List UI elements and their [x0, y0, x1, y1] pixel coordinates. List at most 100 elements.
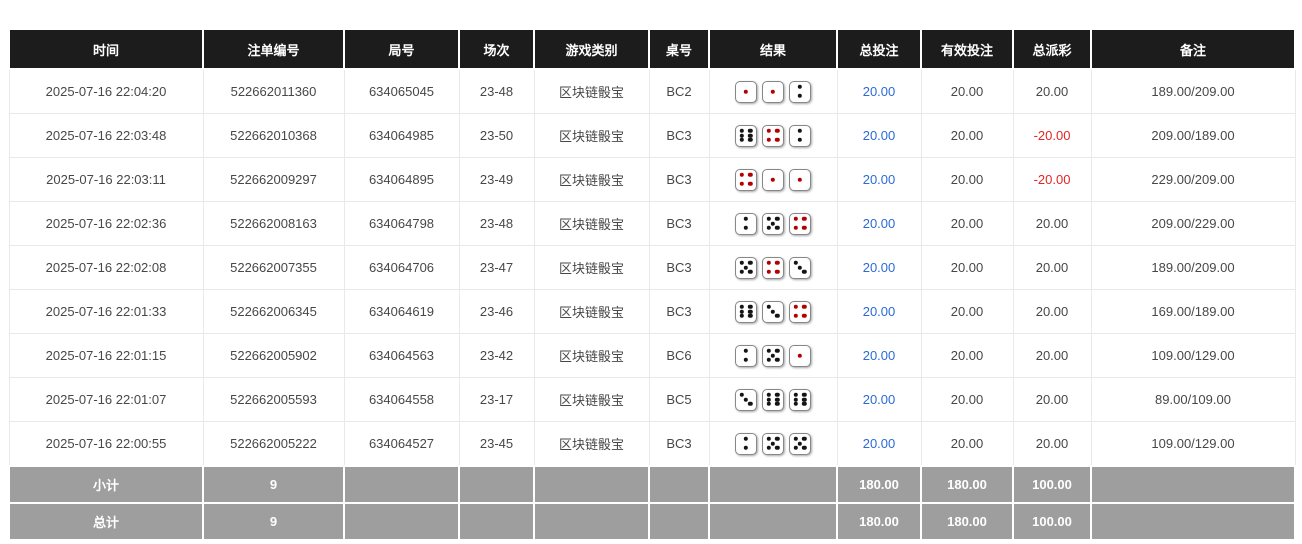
- subtotal-row-cell-total_bet: 180.00: [836, 465, 922, 504]
- column-header-remark: 备注: [1090, 28, 1296, 70]
- cell-time: 2025-07-16 22:01:15: [8, 333, 204, 378]
- cell-table_no: BC2: [648, 68, 710, 114]
- cell-remark: 89.00/109.00: [1090, 377, 1296, 422]
- die-pip: [793, 304, 798, 310]
- die-pip: [775, 260, 780, 266]
- grand-total-row-cell-game_type: [533, 502, 650, 541]
- total-bet-link[interactable]: 20.00: [862, 304, 896, 319]
- grand-total-row-cell-table_no: [648, 502, 710, 541]
- dice-result: [735, 168, 811, 191]
- cell-remark: 209.00/189.00: [1090, 113, 1296, 158]
- total-bet-link[interactable]: 20.00: [862, 260, 896, 275]
- die-pip: [775, 401, 780, 407]
- die-pip: [793, 397, 798, 402]
- total-bet-link[interactable]: 20.00: [862, 392, 896, 407]
- grand-total-row-cell-round_id: [343, 502, 460, 541]
- cell-bet_id: 522662005902: [202, 333, 345, 378]
- cell-remark: 209.00/229.00: [1090, 201, 1296, 246]
- grand-total-row-cell-valid_bet: 180.00: [920, 502, 1014, 541]
- subtotal-row: 小计 9 180.00 180.00 100.00: [8, 465, 1296, 504]
- column-header-table_no: 桌号: [648, 28, 710, 70]
- cell-session: 23-50: [458, 113, 535, 158]
- die-5: [762, 432, 784, 455]
- die-1: [735, 80, 757, 103]
- cell-remark: 229.00/209.00: [1090, 157, 1296, 202]
- die-4: [762, 256, 784, 279]
- die-pip: [739, 392, 744, 398]
- cell-session: 23-48: [458, 201, 535, 246]
- cell-valid_bet: 20.00: [920, 201, 1014, 246]
- die-2: [735, 432, 757, 455]
- column-header-time: 时间: [8, 28, 204, 70]
- die-pip: [793, 260, 798, 266]
- column-header-bet_id: 注单编号: [202, 28, 345, 70]
- cell-valid_bet: 20.00: [920, 68, 1014, 114]
- die-pip: [802, 225, 807, 231]
- cell-table_no: BC3: [648, 201, 710, 246]
- cell-game_type: 区块链骰宝: [533, 157, 650, 202]
- die-pip: [748, 269, 753, 275]
- die-pip: [766, 137, 771, 143]
- die-pip: [802, 216, 807, 222]
- header-row: 时间 注单编号 局号 场次 游戏类别 桌号 结果 总投注 有效投注 总派彩 备注: [8, 28, 1296, 70]
- die-5: [762, 344, 784, 367]
- die-pip: [797, 137, 803, 143]
- die-pip: [802, 269, 807, 275]
- die-pip: [743, 89, 749, 94]
- total-bet-link[interactable]: 20.00: [862, 128, 896, 143]
- die-pip: [802, 313, 807, 319]
- die-pip: [766, 357, 771, 363]
- subtotal-row-cell-result: [708, 465, 838, 504]
- die-pip: [766, 304, 771, 310]
- die-pip: [766, 445, 771, 451]
- subtotal-row-cell-valid_bet: 180.00: [920, 465, 1014, 504]
- cell-total_payout: 20.00: [1012, 289, 1092, 334]
- grand-total-row-cell-result: [708, 502, 838, 541]
- column-header-game_type: 游戏类别: [533, 28, 650, 70]
- total-bet-link[interactable]: 20.00: [862, 436, 896, 451]
- die-pip: [748, 128, 753, 134]
- die-pip: [775, 216, 780, 222]
- total-bet-link[interactable]: 20.00: [862, 348, 896, 363]
- die-pip: [766, 348, 771, 354]
- cell-time: 2025-07-16 22:02:08: [8, 245, 204, 290]
- die-pip: [766, 269, 771, 275]
- cell-game_type: 区块链骰宝: [533, 245, 650, 290]
- die-1: [789, 168, 811, 191]
- subtotal-row-cell-bet_id: 9: [202, 465, 345, 504]
- cell-total_bet: 20.00: [836, 289, 922, 334]
- die-pip: [743, 436, 749, 442]
- die-pip: [802, 401, 807, 407]
- cell-valid_bet: 20.00: [920, 421, 1014, 467]
- cell-game_type: 区块链骰宝: [533, 201, 650, 246]
- total-bet-link[interactable]: 20.00: [862, 172, 896, 187]
- die-2: [789, 80, 811, 103]
- total-bet-link[interactable]: 20.00: [862, 84, 896, 99]
- die-pip: [802, 445, 807, 451]
- die-5: [789, 432, 811, 455]
- die-4: [762, 124, 784, 147]
- cell-valid_bet: 20.00: [920, 289, 1014, 334]
- cell-round_id: 634064798: [343, 201, 460, 246]
- cell-bet_id: 522662005593: [202, 377, 345, 422]
- cell-total_payout: 20.00: [1012, 377, 1092, 422]
- die-pip: [739, 260, 744, 266]
- table-row: 2025-07-16 22:01:15 522662005902 634064563…: [8, 333, 1296, 378]
- die-pip: [748, 260, 753, 266]
- die-pip: [797, 84, 803, 90]
- total-bet-link[interactable]: 20.00: [862, 216, 896, 231]
- dice-result: [735, 388, 811, 411]
- cell-time: 2025-07-16 22:01:33: [8, 289, 204, 334]
- subtotal-row-cell-round_id: [343, 465, 460, 504]
- grand-total-row-cell-total_payout: 100.00: [1012, 502, 1092, 541]
- subtotal-row-cell-total_payout: 100.00: [1012, 465, 1092, 504]
- grand-total-row-cell-session: [458, 502, 535, 541]
- die-3: [735, 388, 757, 411]
- cell-total_payout: 20.00: [1012, 421, 1092, 467]
- cell-result: [708, 421, 838, 467]
- table-row: 2025-07-16 22:04:20 522662011360 634065045…: [8, 68, 1296, 114]
- die-4: [789, 300, 811, 323]
- dice-result: [735, 256, 811, 279]
- die-5: [735, 256, 757, 279]
- die-pip: [766, 128, 771, 134]
